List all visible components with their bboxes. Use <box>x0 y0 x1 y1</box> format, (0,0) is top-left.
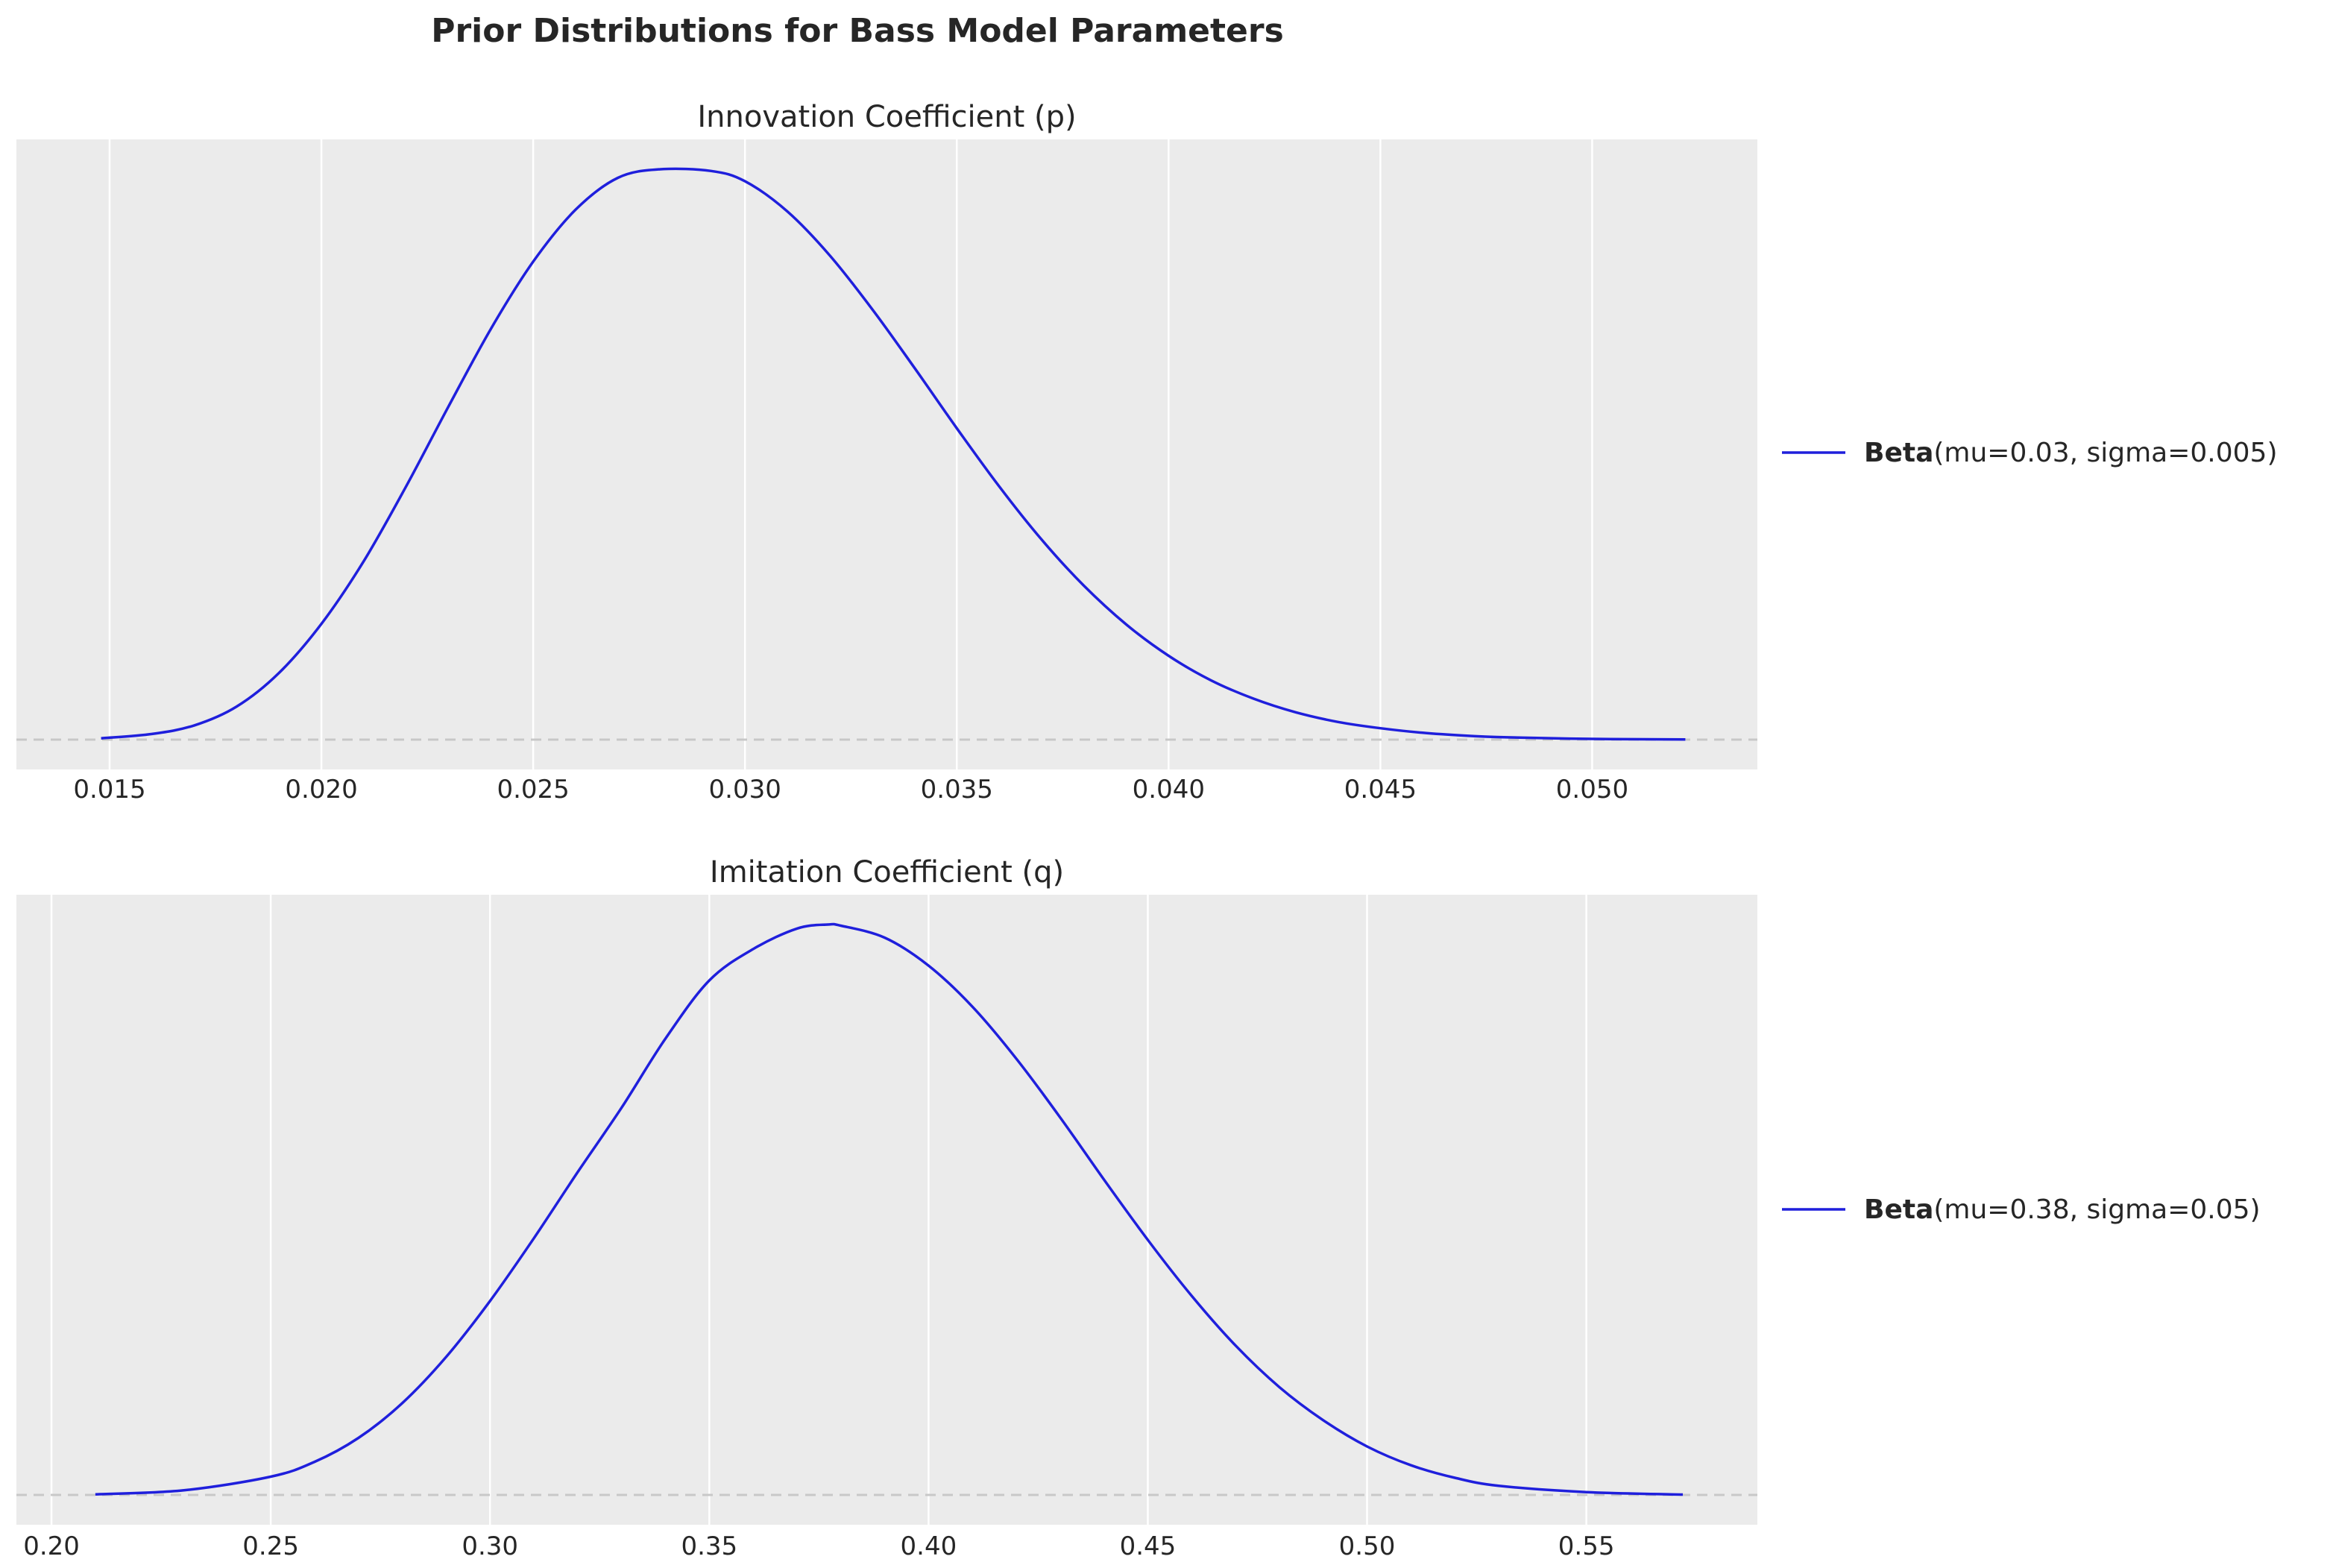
legend: Beta(mu=0.38, sigma=0.05) <box>1782 1194 2261 1225</box>
density-line <box>101 167 1686 741</box>
x-tick-label: 0.55 <box>1558 1531 1615 1561</box>
legend-label: Beta(mu=0.03, sigma=0.005) <box>1864 438 2278 468</box>
x-tick-label: 0.050 <box>1556 775 1628 805</box>
x-tick-label: 0.040 <box>1133 775 1205 805</box>
subplot-2: 0.20 0.25 0.30 0.35 0.40 0.45 0.50 0.55 Beta(mu=… <box>16 855 2261 1561</box>
legend-label-distribution: Beta <box>1864 1194 1933 1225</box>
legend-label: Beta(mu=0.38, sigma=0.05) <box>1864 1194 2261 1225</box>
legend-label-parameters: (mu=0.03, sigma=0.005) <box>1933 438 2277 468</box>
subplot-title: Imitation Coefficient (q) <box>710 855 1064 890</box>
x-tick-label: 0.045 <box>1344 775 1417 805</box>
legend: Beta(mu=0.03, sigma=0.005) <box>1782 438 2278 468</box>
x-tick-label: 0.025 <box>497 775 569 805</box>
x-tick-label: 0.20 <box>23 1531 80 1561</box>
axes-background <box>16 895 1757 1525</box>
subplot-title: Innovation Coefficient (p) <box>697 100 1076 134</box>
subplot-1: 0.015 0.020 0.025 0.030 0.035 0.040 0.045 0.050… <box>16 100 2278 805</box>
x-tick-label: 0.35 <box>681 1531 737 1561</box>
x-tick-label: 0.40 <box>901 1531 957 1561</box>
x-tick-label: 0.25 <box>242 1531 299 1561</box>
legend-label-distribution: Beta <box>1864 438 1933 468</box>
density-line <box>95 922 1684 1496</box>
axes-background <box>16 139 1757 769</box>
x-tick-label: 0.30 <box>462 1531 518 1561</box>
x-tick-label: 0.45 <box>1120 1531 1177 1561</box>
x-tick-label: 0.50 <box>1339 1531 1396 1561</box>
x-tick-label: 0.020 <box>285 775 357 805</box>
figure-title: Prior Distributions for Bass Model Param… <box>431 12 1284 50</box>
x-tick-label: 0.015 <box>73 775 145 805</box>
x-tick-label: 0.035 <box>921 775 993 805</box>
legend-label-parameters: (mu=0.38, sigma=0.05) <box>1933 1194 2260 1225</box>
x-tick-label: 0.030 <box>709 775 781 805</box>
